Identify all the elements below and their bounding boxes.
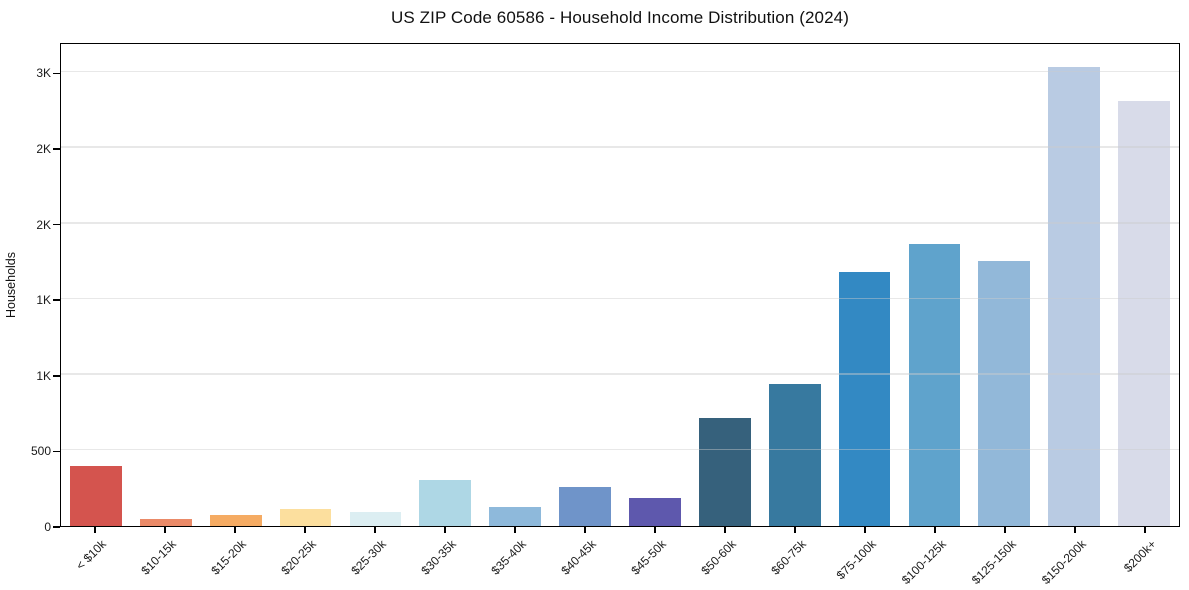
bar-slot xyxy=(690,44,760,526)
bar-$40-45k xyxy=(559,486,611,526)
y-tick-mark xyxy=(53,526,60,528)
bar-$200k+ xyxy=(1118,101,1170,526)
bar-$25-30k xyxy=(349,511,402,526)
bars-layer xyxy=(61,44,1179,526)
y-tick-label: 1K xyxy=(36,368,51,383)
x-tick-mark xyxy=(794,527,796,533)
x-tick-mark xyxy=(444,527,446,533)
y-axis-label: Households xyxy=(4,251,18,319)
bar-$75-100k xyxy=(838,271,891,526)
x-tick-label: $60-75k xyxy=(768,537,809,578)
bar-slot xyxy=(760,44,830,526)
bar-slot xyxy=(1039,44,1109,526)
x-tick-label: $200k+ xyxy=(1120,537,1159,575)
y-tick-label: 2K xyxy=(36,217,51,232)
bar-$20-25k xyxy=(279,509,332,526)
x-tick-mark xyxy=(94,527,96,533)
bar-$35-40k xyxy=(489,507,542,526)
bar-slot xyxy=(550,44,620,526)
x-tick-mark xyxy=(234,527,236,533)
x-tick-label: $30-35k xyxy=(418,537,459,578)
bar-slot xyxy=(410,44,480,526)
x-tick-label: $40-45k xyxy=(558,537,599,578)
x-tick-mark xyxy=(1004,527,1006,533)
y-tick-mark xyxy=(53,375,60,377)
plot-area xyxy=(60,43,1180,527)
bar-slot xyxy=(131,44,201,526)
y-tick-mark xyxy=(53,450,60,453)
x-tick-label: < $10k xyxy=(73,537,109,573)
x-tick-mark xyxy=(654,527,656,533)
x-tick-mark xyxy=(1144,527,1146,533)
x-tick-mark xyxy=(864,527,866,533)
chart-title: US ZIP Code 60586 - Household Income Dis… xyxy=(391,8,849,27)
x-tick-mark xyxy=(514,527,516,533)
x-tick-mark xyxy=(934,527,936,533)
y-tick-mark xyxy=(53,72,60,74)
bar-$60-75k xyxy=(768,383,821,526)
y-tick-mark xyxy=(53,299,60,301)
x-tick-label: $75-100k xyxy=(833,537,879,583)
bar-$45-50k xyxy=(629,498,681,526)
bar-slot xyxy=(61,44,131,526)
bar-$50-60k xyxy=(698,417,751,526)
x-tick-mark xyxy=(1074,527,1076,533)
x-tick-label: $50-60k xyxy=(698,537,739,578)
bar-slot xyxy=(271,44,341,526)
y-tick-label: 0 xyxy=(44,520,51,534)
x-tick-label: $10-15k xyxy=(138,537,179,578)
y-tick-mark xyxy=(53,148,60,150)
bar-$10-15k xyxy=(139,519,192,526)
x-tick-label: $100-125k xyxy=(898,537,949,588)
bar-< $10k xyxy=(70,466,122,526)
y-tick-label: 2K xyxy=(36,141,51,156)
bar-slot xyxy=(480,44,550,526)
x-tick-label: $125-150k xyxy=(968,537,1019,588)
bar-$100-125k xyxy=(908,243,961,526)
bar-$125-150k xyxy=(978,261,1031,526)
x-tick-mark xyxy=(584,527,586,533)
bar-slot xyxy=(969,44,1039,526)
bar-slot xyxy=(830,44,900,526)
bar-slot xyxy=(900,44,970,526)
y-tick-label: 3K xyxy=(36,66,51,81)
x-tick-label: $25-30k xyxy=(348,537,389,578)
bar-$30-35k xyxy=(419,479,472,526)
y-tick-mark xyxy=(53,223,60,226)
bar-$150-200k xyxy=(1048,66,1101,526)
x-tick-label: $150-200k xyxy=(1038,537,1089,588)
bar-slot xyxy=(341,44,411,526)
bar-$15-20k xyxy=(209,515,262,526)
y-tick-label: 500 xyxy=(30,444,51,459)
x-tick-label: $35-40k xyxy=(488,537,529,578)
x-tick-mark xyxy=(164,527,166,533)
y-tick-label: 1K xyxy=(36,293,51,308)
bar-slot xyxy=(201,44,271,526)
x-tick-mark xyxy=(724,527,726,533)
bar-slot xyxy=(620,44,690,526)
x-tick-label: $45-50k xyxy=(628,537,669,578)
bar-slot xyxy=(1109,44,1179,526)
x-tick-mark xyxy=(304,527,306,533)
x-tick-label: $15-20k xyxy=(208,537,249,578)
x-tick-label: $20-25k xyxy=(278,537,319,578)
x-tick-mark xyxy=(374,527,376,533)
